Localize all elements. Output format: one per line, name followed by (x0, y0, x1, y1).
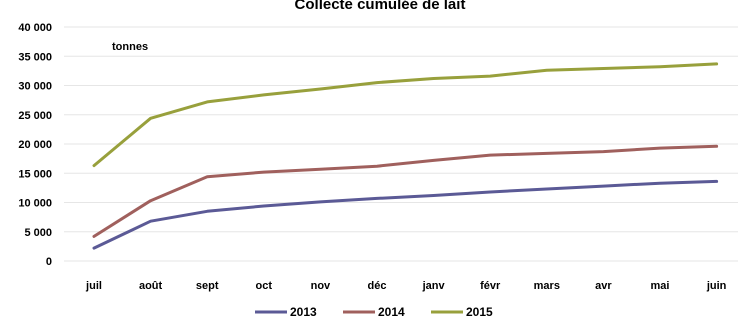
series-line-2013 (92, 179, 719, 250)
x-tick-label: déc (368, 280, 387, 292)
y-tick-label: 0 (46, 256, 52, 268)
y-tick-label: 5 000 (24, 227, 52, 239)
series-line-2015 (92, 62, 719, 168)
x-tick-label: mars (534, 280, 560, 292)
y-tick-label: 10 000 (18, 198, 52, 210)
x-tick-label: avr (595, 280, 612, 292)
x-tick-label: janv (422, 280, 446, 292)
series-lines (92, 62, 719, 250)
legend-label-2014: 2014 (378, 305, 405, 319)
x-tick-label: févr (480, 280, 501, 292)
y-tick-label: 35 000 (18, 51, 52, 63)
x-tick-label: oct (256, 280, 273, 292)
legend: 2013 2014 2015 (255, 305, 493, 319)
legend-label-2013: 2013 (290, 305, 317, 319)
chart-title: Collecte cumulée de lait (295, 0, 466, 13)
y-tick-label: 40 000 (18, 22, 52, 34)
legend-label-2015: 2015 (466, 305, 493, 319)
x-tick-label: août (139, 280, 163, 292)
x-tick-label: juil (85, 280, 102, 292)
gridlines (64, 26, 738, 262)
x-tick-label: juin (706, 280, 727, 292)
y-tick-label: 20 000 (18, 139, 52, 151)
x-axis-ticks: juil août sept oct nov déc janv févr mars avr mai j… (85, 280, 727, 292)
x-tick-label: sept (196, 280, 219, 292)
y-tick-label: 30 000 (18, 81, 52, 93)
y-axis-unit-label: tonnes (112, 41, 148, 53)
y-tick-label: 15 000 (18, 168, 52, 180)
y-tick-label: 25 000 (18, 110, 52, 122)
x-tick-label: mai (651, 280, 670, 292)
x-tick-label: nov (311, 280, 331, 292)
series-line-2014 (92, 144, 719, 238)
y-axis-ticks: 0 5 000 10 000 15 000 20 000 25 000 30 000 35 0… (18, 22, 52, 268)
